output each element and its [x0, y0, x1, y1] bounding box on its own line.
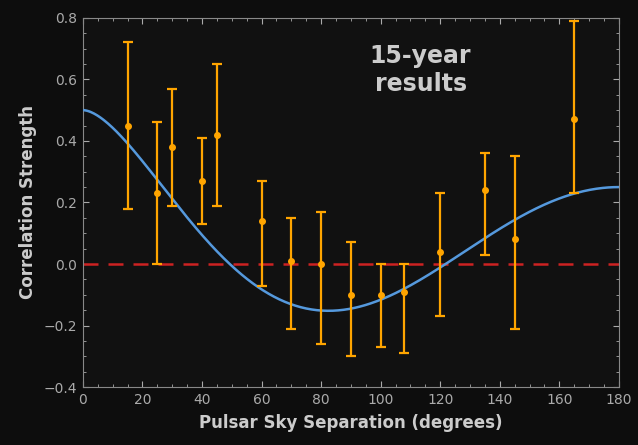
X-axis label: Pulsar Sky Separation (degrees): Pulsar Sky Separation (degrees) [199, 414, 503, 432]
Text: 15-year
results: 15-year results [370, 44, 471, 97]
Y-axis label: Correlation Strength: Correlation Strength [19, 105, 37, 299]
